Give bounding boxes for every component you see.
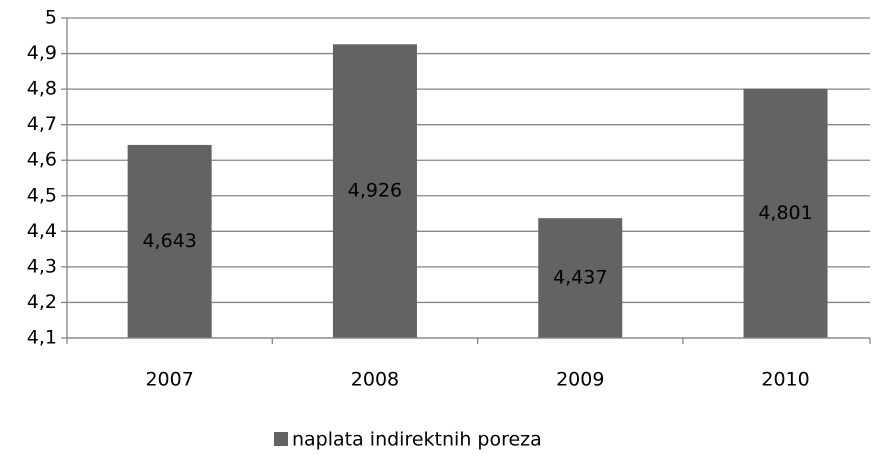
y-tick-label: 4,5 (27, 184, 57, 206)
x-tick-label: 2008 (351, 369, 399, 391)
y-tick-label: 4,2 (27, 291, 57, 313)
data-label: 4,643 (142, 230, 196, 252)
y-tick-label: 4,6 (27, 149, 57, 171)
bar (332, 44, 417, 339)
legend-swatch (274, 432, 288, 446)
x-tick-label: 2007 (145, 369, 193, 391)
bar (127, 144, 212, 338)
y-tick-label: 4,9 (27, 42, 57, 64)
bar (743, 88, 828, 338)
y-tick-label: 5 (45, 7, 57, 29)
bar (538, 218, 623, 338)
data-label: 4,437 (553, 267, 607, 289)
legend-label: naplata indirektnih poreza (292, 429, 542, 451)
y-tick-label: 4,1 (27, 327, 57, 349)
data-label: 4,926 (348, 180, 402, 202)
y-tick-label: 4,8 (27, 78, 57, 100)
y-tick-label: 4,4 (27, 220, 57, 242)
y-tick-label: 4,7 (27, 113, 57, 135)
data-label: 4,801 (758, 202, 812, 224)
x-tick-label: 2009 (556, 369, 604, 391)
x-tick-label: 2010 (761, 369, 809, 391)
y-tick-label: 4,3 (27, 255, 57, 277)
